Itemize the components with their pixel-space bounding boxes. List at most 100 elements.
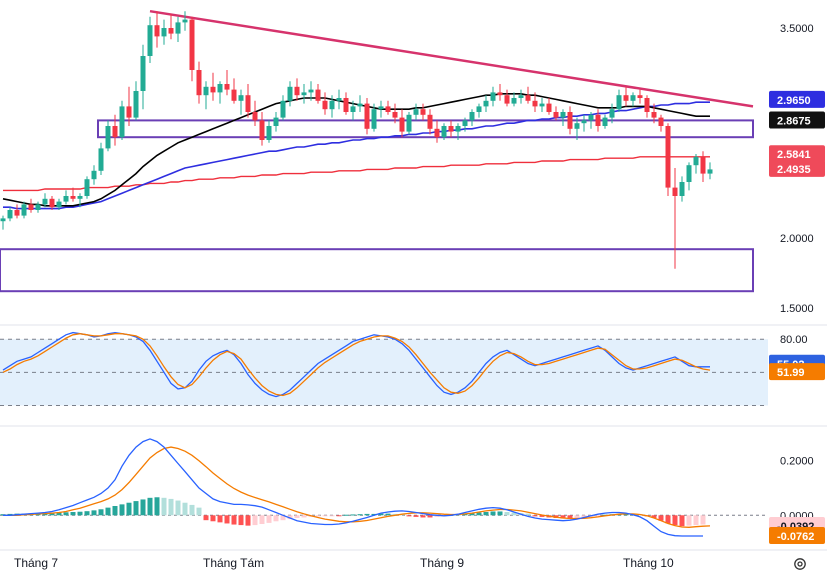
candle-body [147, 25, 153, 56]
macd-histogram-bar [392, 513, 398, 516]
candle-body [175, 22, 181, 34]
stochastic-pane[interactable] [0, 324, 827, 406]
macd-histogram-bar [168, 498, 174, 516]
candle-body [350, 106, 356, 112]
macd-histogram-bar [343, 514, 349, 516]
candle-body [336, 98, 342, 101]
macd-histogram-bar [77, 511, 83, 516]
candle-body [553, 112, 559, 118]
candle-body [567, 112, 573, 129]
time-axis[interactable]: Tháng 7 Tháng Tám Tháng 9 Tháng 10 [0, 549, 827, 570]
macd-histogram-bar [357, 514, 363, 516]
macd-histogram-bar [238, 515, 244, 526]
value-badge-label: 2.4935 [777, 164, 811, 176]
macd-histogram-bar [532, 515, 538, 517]
candle-body [539, 103, 545, 107]
value-badge-box [769, 145, 825, 163]
macd-histogram-bar [154, 497, 160, 516]
candle-body [315, 89, 321, 101]
macd-histogram-bar [7, 513, 13, 516]
macd-histogram-bar [420, 515, 426, 518]
macd-histogram-bar [427, 515, 433, 518]
macd-histogram-bar [133, 501, 139, 516]
price-badge: 2.9650 [769, 90, 825, 108]
macd-histogram-bar [378, 513, 384, 516]
value-badge-label: -0.0762 [777, 531, 814, 543]
candle-body [630, 95, 636, 101]
candle-body [7, 210, 13, 219]
macd-histogram-bar [266, 515, 272, 523]
candle-body [532, 100, 538, 107]
candle-body [483, 100, 489, 107]
candle-body [441, 126, 447, 138]
macd-histogram-bar [525, 513, 531, 516]
candle-body [91, 170, 97, 180]
candle-body [231, 89, 237, 101]
macd-histogram-bar [539, 515, 545, 517]
zone-rectangle[interactable] [0, 248, 754, 293]
descending-trendline[interactable] [149, 9, 754, 108]
price-axis[interactable]: 3.50002.00001.500080.000.20000.00002.965… [769, 23, 825, 545]
price-tick-label: 2.0000 [780, 233, 814, 245]
macd-histogram-bar [490, 511, 496, 516]
macd-histogram-bar [301, 515, 307, 518]
macd-histogram-bar [497, 511, 503, 516]
macd-histogram-bar [210, 515, 216, 522]
value-badge-label: 2.9650 [777, 95, 811, 107]
candle-body [434, 128, 440, 138]
candle-body [644, 98, 650, 112]
candle-body [224, 84, 230, 90]
candle-body [84, 179, 90, 196]
candle-body [56, 201, 62, 208]
gear-icon [794, 558, 806, 570]
macd-histogram-bar [322, 515, 328, 517]
candle-body [623, 95, 629, 101]
macd-histogram-bar [245, 515, 251, 526]
zone-rectangle[interactable] [97, 119, 754, 139]
candle-body [392, 112, 398, 118]
value-badge-box [769, 90, 825, 108]
macd-histogram-bar [112, 506, 118, 516]
value-badge-label: 51.99 [777, 367, 805, 379]
candle-body [14, 210, 20, 216]
macd-histogram-bar [126, 502, 132, 516]
candle-body [322, 100, 328, 110]
macd-histogram-bar [686, 515, 692, 526]
macd-histogram-bar [140, 499, 146, 516]
candle-body [686, 165, 692, 182]
price-badge: 2.5841 [769, 145, 825, 163]
settings-button[interactable] [789, 553, 811, 575]
candle-body [595, 114, 601, 126]
candle-body [476, 106, 482, 112]
stochastic-tick-label: 80.00 [780, 334, 808, 346]
candle-body [308, 89, 314, 93]
macd-histogram-bar [469, 513, 475, 516]
candle-body [406, 114, 412, 132]
macd-histogram-bar [385, 513, 391, 516]
value-badge-box [769, 363, 825, 381]
candle-body [287, 86, 293, 101]
candle-body [63, 196, 69, 202]
macd-histogram-bar [182, 502, 188, 516]
candle-body [560, 112, 566, 118]
candle-body [588, 114, 594, 121]
macd-pane[interactable] [0, 425, 827, 537]
candle-body [266, 126, 272, 140]
candle-body [707, 169, 713, 174]
macd-line [3, 438, 703, 537]
candle-body [385, 106, 391, 112]
candle-body [28, 204, 34, 210]
candle-body [602, 117, 608, 126]
macd-histogram-bar [651, 515, 657, 518]
price-pane[interactable] [0, 9, 754, 293]
candle-body [329, 100, 335, 110]
candle-body [658, 117, 664, 126]
macd-histogram-bar [679, 515, 685, 527]
macd-histogram-bar [560, 515, 566, 519]
candle-body [21, 204, 27, 216]
candle-body [525, 95, 531, 101]
candle-body [546, 103, 552, 112]
time-tick-label: Tháng Tám [203, 556, 264, 570]
